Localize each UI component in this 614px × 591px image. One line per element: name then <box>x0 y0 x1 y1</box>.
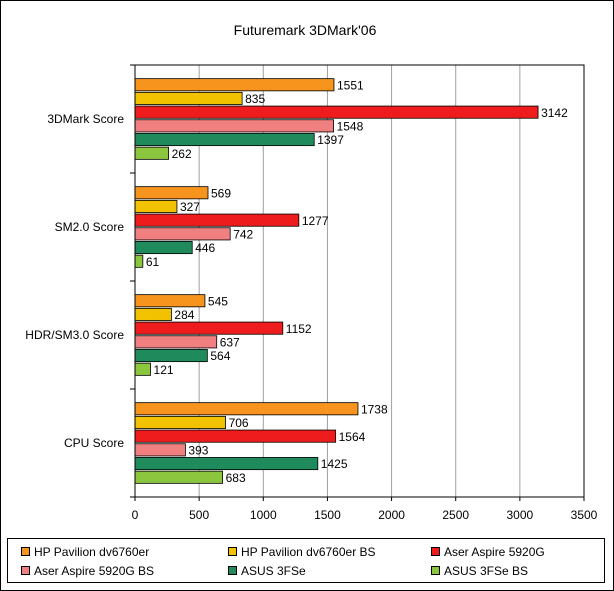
legend: HP Pavilion dv6760er HP Pavilion dv6760er… <box>7 538 605 583</box>
x-tick-label: 3500 <box>571 508 598 522</box>
bar <box>134 294 206 308</box>
bar <box>134 105 539 119</box>
x-tick-label: 1500 <box>314 508 341 522</box>
bar <box>134 321 284 335</box>
bar <box>134 402 359 416</box>
data-label: 569 <box>211 186 231 200</box>
data-label: 327 <box>180 200 200 214</box>
data-label: 1152 <box>286 322 312 336</box>
data-label: 446 <box>195 241 215 255</box>
chart-title: Futuremark 3DMark'06 <box>234 22 377 38</box>
bar <box>134 307 172 321</box>
category-label: SM2.0 Score <box>55 220 125 234</box>
legend-swatch <box>21 547 30 556</box>
bar <box>134 429 337 443</box>
data-label: 121 <box>154 363 174 377</box>
legend-item: HP Pavilion dv6760er <box>21 545 149 559</box>
legend-label: ASUS 3FSe BS <box>444 564 529 578</box>
data-label: 3142 <box>541 106 568 120</box>
data-label: 262 <box>172 147 192 161</box>
data-label: 683 <box>226 471 246 485</box>
data-label: 1548 <box>337 119 364 133</box>
x-tick-label: 2500 <box>442 508 469 522</box>
bar <box>134 146 170 160</box>
x-tick-label: 3000 <box>507 508 534 522</box>
bar <box>134 119 334 133</box>
plot-border <box>134 64 585 498</box>
legend-swatch <box>228 566 237 575</box>
data-label: 1425 <box>321 457 348 471</box>
data-label: 637 <box>220 335 240 349</box>
bar <box>134 254 144 268</box>
bar <box>134 415 226 429</box>
data-label: 61 <box>146 255 160 269</box>
legend-item: Aser Aspire 5920G <box>431 545 545 559</box>
bar <box>134 91 243 105</box>
legend-label: HP Pavilion dv6760er <box>34 545 150 559</box>
bar <box>134 199 178 213</box>
bar <box>134 362 151 376</box>
data-label: 1277 <box>302 214 329 228</box>
bar <box>134 213 300 227</box>
legend-swatch <box>228 547 237 556</box>
bar <box>134 78 335 92</box>
data-label: 1397 <box>317 133 344 147</box>
bar <box>134 470 224 484</box>
data-label: 564 <box>210 349 230 363</box>
legend-swatch <box>21 566 30 575</box>
legend-label: Aser Aspire 5920G BS <box>34 564 155 578</box>
legend-item: HP Pavilion dv6760er BS <box>228 545 376 559</box>
bar <box>134 457 319 471</box>
bar <box>134 241 193 255</box>
legend-label: HP Pavilion dv6760er BS <box>241 545 376 559</box>
legend-swatch <box>431 566 440 575</box>
data-label: 835 <box>245 92 265 106</box>
legend-label: ASUS 3FSe <box>241 564 306 578</box>
bar <box>134 443 186 457</box>
category-label: HDR/SM3.0 Score <box>25 328 124 342</box>
bar <box>134 335 218 349</box>
data-label: 706 <box>229 416 249 430</box>
bar <box>134 133 315 147</box>
bar <box>134 186 209 200</box>
data-label: 545 <box>208 294 228 308</box>
legend-label: Aser Aspire 5920G <box>444 545 545 559</box>
x-tick-label: 0 <box>132 508 139 522</box>
legend-item: ASUS 3FSe <box>228 564 306 578</box>
data-label: 393 <box>188 443 208 457</box>
legend-swatch <box>431 547 440 556</box>
legend-item: Aser Aspire 5920G BS <box>21 564 154 578</box>
data-label: 1564 <box>339 430 366 444</box>
plot-area: 0 500 1000 1500 2000 2500 3000 3500 3DMark Score… <box>25 64 598 522</box>
category-label: CPU Score <box>64 436 124 450</box>
data-label: 284 <box>174 308 194 322</box>
x-tick-label: 500 <box>189 508 209 522</box>
x-tick-label: 1000 <box>250 508 277 522</box>
bar <box>134 227 231 241</box>
data-label: 742 <box>233 227 253 241</box>
x-tick-label: 2000 <box>378 508 405 522</box>
data-label: 1738 <box>361 402 388 416</box>
data-label: 1551 <box>337 78 364 92</box>
legend-item: ASUS 3FSe BS <box>431 564 528 578</box>
bar <box>134 349 208 363</box>
category-label: 3DMark Score <box>47 112 124 126</box>
